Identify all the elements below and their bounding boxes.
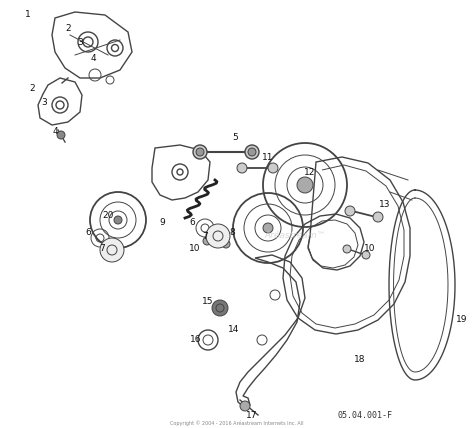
Text: 6: 6 <box>189 217 195 226</box>
Text: 4: 4 <box>90 54 96 62</box>
Text: 3: 3 <box>41 98 47 107</box>
Text: 5: 5 <box>232 134 238 143</box>
Circle shape <box>212 300 228 316</box>
Text: Aréastream™: Aréastream™ <box>264 231 326 240</box>
Circle shape <box>206 224 230 248</box>
Text: Copyright © 2004 - 2016 Aréastream Internets Inc. All: Copyright © 2004 - 2016 Aréastream Inter… <box>170 420 304 426</box>
Text: 19: 19 <box>456 315 468 324</box>
Circle shape <box>245 145 259 159</box>
Circle shape <box>248 148 256 156</box>
Text: 4: 4 <box>52 128 58 137</box>
Text: 6: 6 <box>85 228 91 237</box>
Text: 15: 15 <box>202 297 214 306</box>
Circle shape <box>114 216 122 224</box>
Circle shape <box>345 206 355 216</box>
Circle shape <box>237 163 247 173</box>
Text: 20: 20 <box>102 211 114 220</box>
Text: 16: 16 <box>190 336 202 345</box>
Circle shape <box>240 401 250 411</box>
Circle shape <box>373 212 383 222</box>
Circle shape <box>268 163 278 173</box>
Text: 7: 7 <box>99 244 105 253</box>
Text: 05.04.001-F: 05.04.001-F <box>338 410 393 419</box>
Circle shape <box>263 223 273 233</box>
Text: 18: 18 <box>354 356 366 365</box>
Text: 2: 2 <box>65 24 71 33</box>
Circle shape <box>343 245 351 253</box>
Text: 10: 10 <box>189 244 201 253</box>
Circle shape <box>57 131 65 139</box>
Text: 17: 17 <box>246 410 258 419</box>
Text: 1: 1 <box>25 9 31 18</box>
Text: 12: 12 <box>304 167 316 176</box>
Text: 14: 14 <box>228 326 240 335</box>
Circle shape <box>193 145 207 159</box>
Text: 2: 2 <box>29 83 35 92</box>
Text: 10: 10 <box>364 244 376 253</box>
Circle shape <box>362 251 370 259</box>
Text: 11: 11 <box>262 154 274 163</box>
Circle shape <box>196 148 204 156</box>
Text: 3: 3 <box>77 38 83 47</box>
Circle shape <box>297 177 313 193</box>
Circle shape <box>100 238 124 262</box>
Circle shape <box>222 240 230 248</box>
Text: 7: 7 <box>202 232 208 241</box>
Text: 13: 13 <box>379 199 391 208</box>
Text: 8: 8 <box>229 228 235 237</box>
Circle shape <box>203 237 211 245</box>
Text: 9: 9 <box>159 217 165 226</box>
